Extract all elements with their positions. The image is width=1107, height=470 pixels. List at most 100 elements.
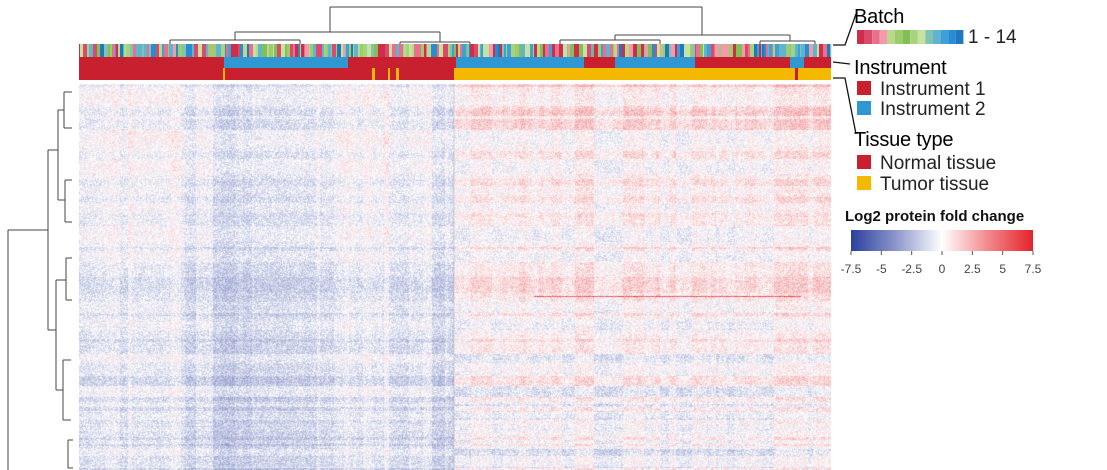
batch-track-cell [360, 44, 364, 57]
batch-track-cell [226, 44, 229, 57]
batch-track-cell [235, 44, 239, 57]
instrument-2-block [568, 57, 584, 68]
batch-track-cell [483, 44, 486, 57]
batch-track-cell [108, 44, 111, 57]
batch-track-cell [247, 44, 250, 57]
normal-tissue-swatch [857, 155, 871, 169]
batch-track-cell [625, 44, 630, 57]
annotation-tracks [79, 44, 832, 80]
batch-track-cell [591, 44, 594, 57]
batch-track-cell [79, 44, 81, 57]
batch-track-cell [474, 44, 479, 57]
batch-track-cell [750, 44, 755, 57]
tumor-tissue-swatch [857, 176, 871, 190]
batch-track-cell [549, 44, 553, 57]
colorbar-tick-label: -2.5 [901, 262, 922, 276]
batch-track-cell [240, 44, 244, 57]
batch-track-cell [262, 44, 266, 57]
batch-track-cell [116, 44, 119, 57]
batch-track-cell [680, 44, 685, 57]
batch-track-cell [805, 44, 810, 57]
tissue-type-legend-title: Tissue type [854, 129, 953, 151]
batch-track-cell [759, 44, 762, 57]
batch-track-cell [316, 44, 318, 57]
batch-track-cell [610, 44, 614, 57]
instrument-2-block [615, 57, 695, 68]
batch-track-cell [663, 44, 666, 57]
batch-track-cell [530, 44, 534, 57]
batch-track-cell [485, 44, 490, 57]
batch-track-cell [287, 44, 291, 57]
batch-track-cell [725, 44, 730, 57]
batch-track-cell [265, 44, 268, 57]
batch-track-cell [120, 44, 124, 57]
batch-track-cell [757, 44, 760, 57]
batch-track-cell [671, 44, 676, 57]
batch-track-cell [614, 44, 618, 57]
batch-track-cell [690, 44, 693, 57]
batch-track-cell [633, 44, 638, 57]
batch-track-cell [130, 44, 134, 57]
batch-track-cell [574, 44, 576, 57]
batch-track-cell [489, 44, 494, 57]
batch-legend-title: Batch [854, 6, 904, 28]
batch-track-cell [238, 44, 241, 57]
batch-track-cell [156, 44, 160, 57]
batch-track-cell [249, 44, 254, 57]
batch-track-cell [736, 44, 739, 57]
batch-track-cell [253, 44, 257, 57]
batch-track-cell [124, 44, 127, 57]
batch-track-cell [462, 44, 467, 57]
batch-track-cell [332, 44, 337, 57]
batch-track-cell [206, 44, 209, 57]
batch-swatch-8 [910, 30, 918, 44]
batch-track-cell [439, 44, 444, 57]
batch-track-cell [619, 44, 623, 57]
batch-track-cell [216, 44, 221, 57]
batch-track-cell [552, 44, 556, 57]
colorbar-tick-label: 2.5 [964, 262, 981, 276]
batch-track-cell [126, 44, 131, 57]
batch-track-cell [660, 44, 662, 57]
batch-track-cell [583, 44, 588, 57]
instrument-2-block [456, 57, 568, 68]
tumor-tissue-tick [223, 68, 225, 80]
batch-track-cell [396, 44, 400, 57]
batch-track-cell [629, 44, 634, 57]
batch-track-cell [528, 44, 531, 57]
batch-track-cell [328, 44, 332, 57]
batch-track-cell [374, 44, 379, 57]
batch-track-cell [791, 44, 796, 57]
batch-track-cell [766, 44, 769, 57]
batch-track-cell [786, 44, 791, 57]
colorbar-tick-label: -5 [876, 262, 887, 276]
batch-track-cell [427, 44, 432, 57]
batch-track-cell [450, 44, 453, 57]
batch-track-cell [458, 44, 461, 57]
batch-track-cell [711, 44, 715, 57]
batch-track-cell [790, 44, 792, 57]
batch-track-cell [317, 44, 321, 57]
batch-track-cell [645, 44, 649, 57]
batch-track-cell [118, 44, 121, 57]
batch-track-cell [295, 44, 299, 57]
batch-track-cell [149, 44, 152, 57]
batch-track-cell [773, 44, 776, 57]
batch-track-cell [169, 44, 174, 57]
batch-track-cell [661, 44, 664, 57]
batch-track-cell [754, 44, 758, 57]
batch-track-cell [498, 44, 501, 57]
instrument-track-base [79, 57, 831, 68]
batch-track-cell [97, 44, 101, 57]
batch-swatch-strip [857, 30, 964, 44]
batch-track-cell [147, 44, 150, 57]
batch-swatch-4 [879, 30, 888, 44]
batch-track-cell [525, 44, 529, 57]
batch-track-cell [762, 44, 765, 57]
batch-track-cell [281, 44, 283, 57]
batch-track-cell [182, 44, 187, 57]
batch-track-cell [299, 44, 301, 57]
batch-track-cell [521, 44, 526, 57]
batch-track-cell [371, 44, 375, 57]
batch-track-cell [454, 44, 457, 57]
